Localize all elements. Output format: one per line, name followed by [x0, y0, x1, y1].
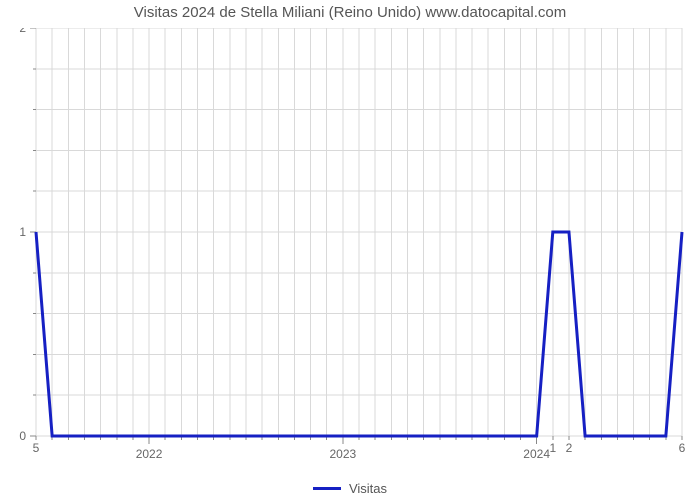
svg-text:1: 1	[19, 225, 26, 239]
svg-text:2024: 2024	[523, 447, 550, 461]
svg-text:2022: 2022	[136, 447, 163, 461]
svg-text:1: 1	[549, 441, 556, 455]
chart-plot: 0125612202220232024	[6, 28, 692, 486]
svg-text:2023: 2023	[329, 447, 356, 461]
legend: Visitas	[0, 480, 700, 496]
svg-text:5: 5	[33, 441, 40, 455]
legend-label: Visitas	[349, 481, 387, 496]
chart-title: Visitas 2024 de Stella Miliani (Reino Un…	[0, 4, 700, 21]
svg-text:6: 6	[679, 441, 686, 455]
legend-swatch	[313, 487, 341, 490]
svg-text:0: 0	[19, 429, 26, 443]
svg-text:2: 2	[19, 28, 26, 35]
svg-text:2: 2	[566, 441, 573, 455]
